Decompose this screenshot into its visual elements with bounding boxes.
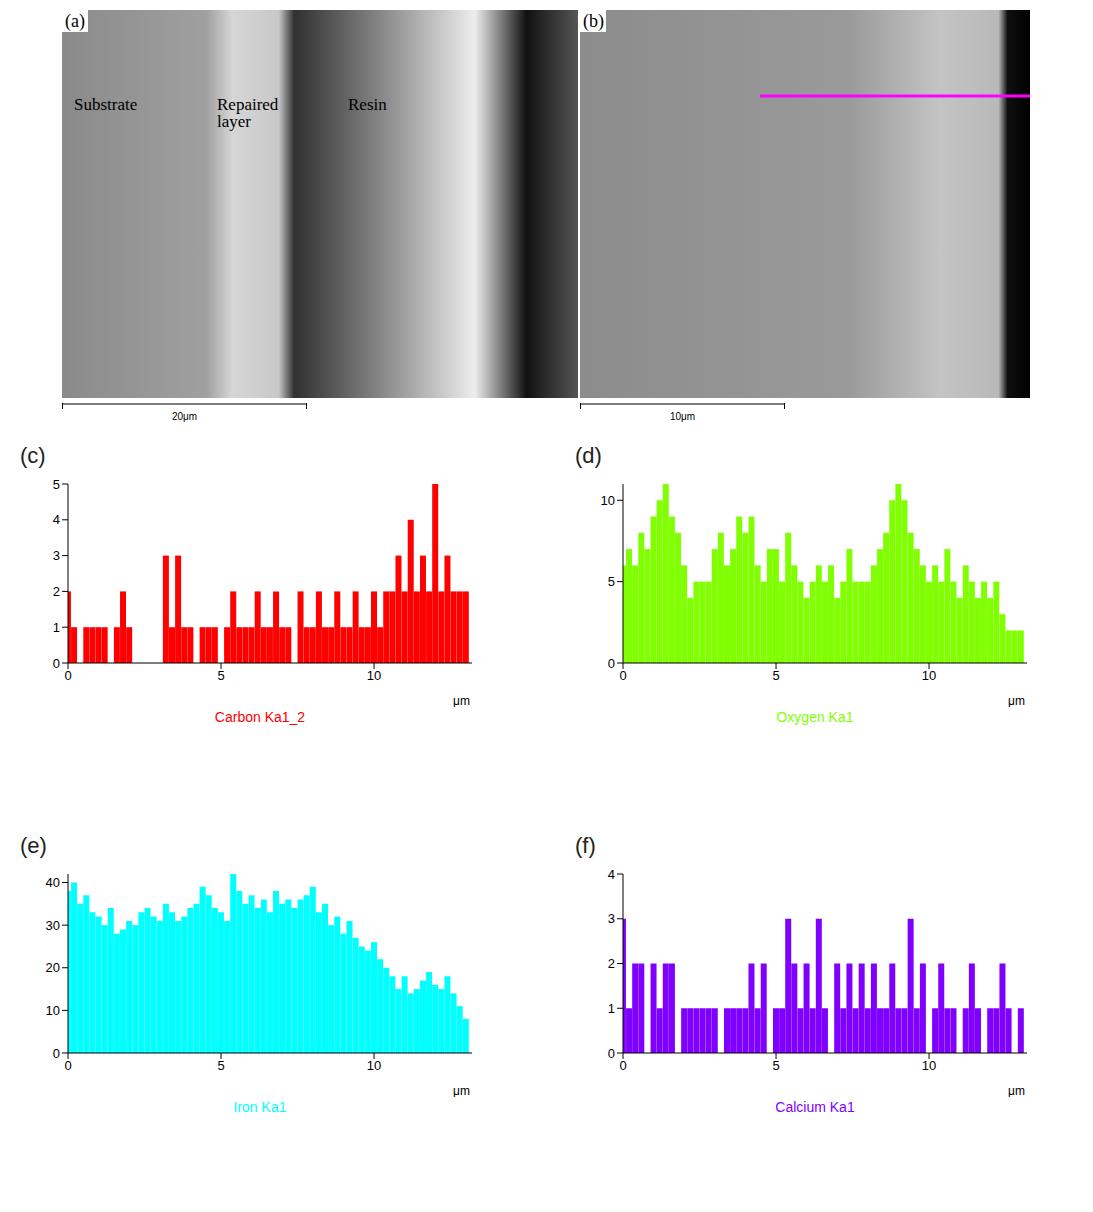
- html-text:Iron Ka1: Iron Ka1: [233, 1099, 287, 1115]
- svg-text:3: 3: [53, 548, 60, 563]
- svg-text:Substrate: Substrate: [74, 95, 137, 114]
- html-text:Calcium Ka1: Calcium Ka1: [775, 1099, 855, 1115]
- svg-text:1: 1: [608, 1001, 615, 1016]
- svg-text:2: 2: [608, 956, 615, 971]
- svg-text:10: 10: [367, 668, 381, 683]
- svg-text:5: 5: [772, 668, 779, 683]
- svg-text:5: 5: [217, 1058, 224, 1073]
- svg-text:0: 0: [619, 668, 626, 683]
- svg-text:10: 10: [922, 668, 936, 683]
- svg-text:5: 5: [53, 477, 60, 492]
- svg-text:μm: μm: [453, 694, 470, 707]
- svg-text:0: 0: [64, 1058, 71, 1073]
- svg-text:40: 40: [46, 875, 60, 890]
- svg-text:0: 0: [608, 1046, 615, 1061]
- svg-text:(a): (a): [65, 11, 85, 32]
- svg-text:2: 2: [53, 584, 60, 599]
- svg-text:0: 0: [608, 656, 615, 671]
- svg-text:0: 0: [619, 1058, 626, 1073]
- svg-text:10: 10: [367, 1058, 381, 1073]
- html-text:Oxygen Ka1: Oxygen Ka1: [776, 709, 854, 725]
- svg-text:5: 5: [772, 1058, 779, 1073]
- html-text:Carbon Ka1_2: Carbon Ka1_2: [214, 709, 306, 725]
- svg-text:3: 3: [608, 911, 615, 926]
- svg-text:Repaired: Repaired: [217, 95, 279, 114]
- svg-text:layer: layer: [217, 112, 251, 131]
- svg-text:μm: μm: [453, 1084, 470, 1097]
- svg-text:1: 1: [53, 620, 60, 635]
- svg-text:μm: μm: [1008, 694, 1025, 707]
- html-text:(d): (d): [575, 443, 602, 468]
- html-text:10μm: 10μm: [669, 411, 696, 422]
- svg-text:10: 10: [922, 1058, 936, 1073]
- svg-text:0: 0: [53, 656, 60, 671]
- svg-text:10: 10: [601, 493, 615, 508]
- svg-text:(b): (b): [583, 11, 604, 32]
- html-text:(e): (e): [20, 833, 47, 858]
- svg-text:5: 5: [217, 668, 224, 683]
- svg-text:4: 4: [53, 512, 60, 527]
- svg-text:20: 20: [46, 960, 60, 975]
- svg-text:μm: μm: [1008, 1084, 1025, 1097]
- svg-text:4: 4: [608, 867, 615, 882]
- svg-text:30: 30: [46, 918, 60, 933]
- html-text:(c): (c): [20, 443, 46, 468]
- svg-text:0: 0: [53, 1046, 60, 1061]
- svg-text:10: 10: [46, 1003, 60, 1018]
- svg-text:0: 0: [64, 668, 71, 683]
- html-text:20μm: 20μm: [171, 411, 198, 422]
- svg-text:5: 5: [608, 574, 615, 589]
- html-text:(f): (f): [575, 833, 596, 858]
- svg-text:Resin: Resin: [348, 95, 387, 114]
